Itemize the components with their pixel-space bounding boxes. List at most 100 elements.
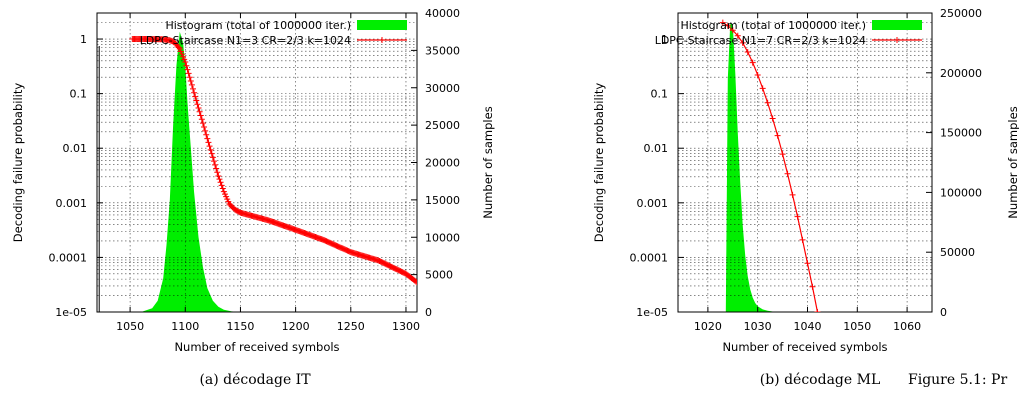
y2-tick-label: 15000 — [425, 194, 460, 207]
ldpc-point-marker — [794, 213, 801, 220]
y-tick-label: 0.0001 — [49, 251, 88, 264]
ldpc-point-marker — [205, 139, 212, 146]
y2-tick-label: 40000 — [425, 7, 460, 20]
ldpc-point-marker — [769, 115, 776, 122]
ldpc-point-marker — [215, 172, 222, 179]
legend-ldpc-label: LDPC-Staircase N1=7 CR=2/3 k=1024 — [655, 34, 866, 47]
ldpc-point-marker — [779, 151, 786, 158]
x-tick-label: 1150 — [226, 320, 254, 333]
x-axis-label: Number of received symbols — [174, 340, 339, 354]
y-tick-label: 0.1 — [651, 88, 669, 101]
ldpc-point-marker — [180, 53, 187, 60]
ldpc-point-marker — [186, 74, 193, 81]
ldpc-point-marker — [182, 58, 189, 65]
x-axis-label: Number of received symbols — [722, 340, 887, 354]
ldpc-point-marker — [216, 176, 223, 183]
chart-ml-decoding: 1020 1030 1040 1050 1060 1 0.1 0.01 0.001 0.0001 1… — [592, 7, 1019, 388]
ldpc-point-marker — [184, 66, 191, 73]
y2-tick-label: 0 — [425, 306, 432, 319]
ldpc-series — [719, 19, 821, 312]
y-tick-label: 0.01 — [63, 142, 88, 155]
ldpc-point-marker — [729, 27, 736, 34]
ldpc-point-marker — [809, 283, 816, 290]
ldpc-point-marker — [799, 236, 806, 243]
ldpc-point-marker — [209, 154, 216, 161]
plot-frame — [96, 12, 418, 313]
ldpc-point-marker — [774, 132, 781, 139]
ldpc-point-marker — [814, 309, 821, 312]
ldpc-point-marker — [176, 45, 183, 52]
ldpc-point-marker — [789, 191, 796, 198]
ldpc-point-marker — [178, 51, 185, 58]
ldpc-point-marker — [414, 279, 417, 286]
ldpc-point-marker — [203, 131, 210, 138]
ldpc-point-marker — [204, 135, 211, 142]
ldpc-point-marker — [191, 89, 198, 96]
legend-ldpc-marker — [379, 37, 385, 43]
y2-tick-label: 20000 — [425, 157, 460, 170]
ldpc-point-marker — [188, 81, 195, 88]
ldpc-point-marker — [804, 260, 811, 267]
ldpc-series — [129, 36, 417, 286]
chart-it-decoding: 1050 1100 1150 1200 1250 1300 1 0.1 0.01 0.001 0.0… — [11, 7, 495, 388]
figure-caption: Figure 5.1: Pr — [908, 372, 1007, 388]
y2-axis-label: Number of samples — [481, 106, 495, 218]
legend-histogram-label: Histogram (total of 1000000 iter.) — [165, 19, 351, 32]
ldpc-point-marker — [198, 116, 205, 123]
ldpc-point-marker — [197, 112, 204, 119]
y2-tick-label: 10000 — [425, 231, 460, 244]
y2-axis-label: Number of samples — [1006, 106, 1019, 218]
ldpc-point-marker — [734, 32, 741, 39]
ldpc-point-marker — [194, 101, 201, 108]
legend-ldpc-label: LDPC-Staircase N1=3 CR=2/3 k=1024 — [140, 34, 351, 47]
ldpc-point-marker — [744, 48, 751, 55]
y2-tick-label: 50000 — [940, 246, 975, 259]
ldpc-point-marker — [190, 85, 196, 92]
ldpc-point-marker — [212, 161, 219, 168]
ldpc-point-marker — [719, 19, 726, 26]
ldpc-point-marker — [177, 48, 184, 55]
x-tick-label: 1050 — [116, 320, 144, 333]
x-tick-label: 1050 — [843, 320, 871, 333]
ldpc-point-marker — [206, 143, 213, 150]
ldpc-point-marker — [217, 179, 224, 186]
subfigure-caption: (a) décodage IT — [199, 372, 311, 388]
histogram-area — [725, 22, 788, 312]
y-tick-label: 1 — [80, 33, 87, 46]
y2-tick-label: 250000 — [940, 7, 982, 20]
ldpc-point-marker — [193, 97, 200, 104]
x-tick-label: 1020 — [694, 320, 722, 333]
ldpc-point-marker — [214, 169, 221, 176]
ldpc-point-marker — [207, 146, 214, 153]
ldpc-point-marker — [196, 108, 203, 115]
y-tick-label: 0.0001 — [630, 251, 669, 264]
ldpc-point-marker — [784, 170, 791, 177]
y2-tick-label: 5000 — [425, 269, 453, 282]
legend-histogram-label: Histogram (total of 1000000 iter.) — [680, 19, 866, 32]
x-tick-label: 1250 — [337, 320, 365, 333]
y-axis-label: Decoding failure probability — [11, 83, 25, 243]
ldpc-point-marker — [754, 71, 761, 78]
ldpc-point-marker — [412, 278, 417, 285]
ldpc-point-marker — [175, 44, 182, 51]
ldpc-point-marker — [201, 123, 208, 130]
y2-tick-label: 30000 — [425, 82, 460, 95]
ldpc-point-marker — [218, 182, 225, 189]
subfigure-caption: (b) décodage ML — [760, 372, 881, 388]
x-tick-label: 1040 — [793, 320, 821, 333]
ldpc-point-marker — [181, 56, 188, 63]
ldpc-point-marker — [195, 104, 202, 111]
x-tick-label: 1030 — [744, 320, 772, 333]
x-tick-label: 1300 — [392, 320, 420, 333]
legend-ldpc-marker — [894, 37, 900, 43]
y-tick-label: 0.01 — [644, 142, 669, 155]
y2-tick-label: 25000 — [425, 119, 460, 132]
legend-histogram-swatch — [872, 20, 922, 30]
ldpc-point-marker — [219, 185, 226, 192]
y-tick-label: 1e-05 — [55, 306, 87, 319]
ldpc-point-marker — [739, 39, 746, 46]
plot-frame — [677, 12, 933, 313]
ldpc-point-marker — [213, 165, 220, 172]
ldpc-point-marker — [749, 59, 756, 66]
